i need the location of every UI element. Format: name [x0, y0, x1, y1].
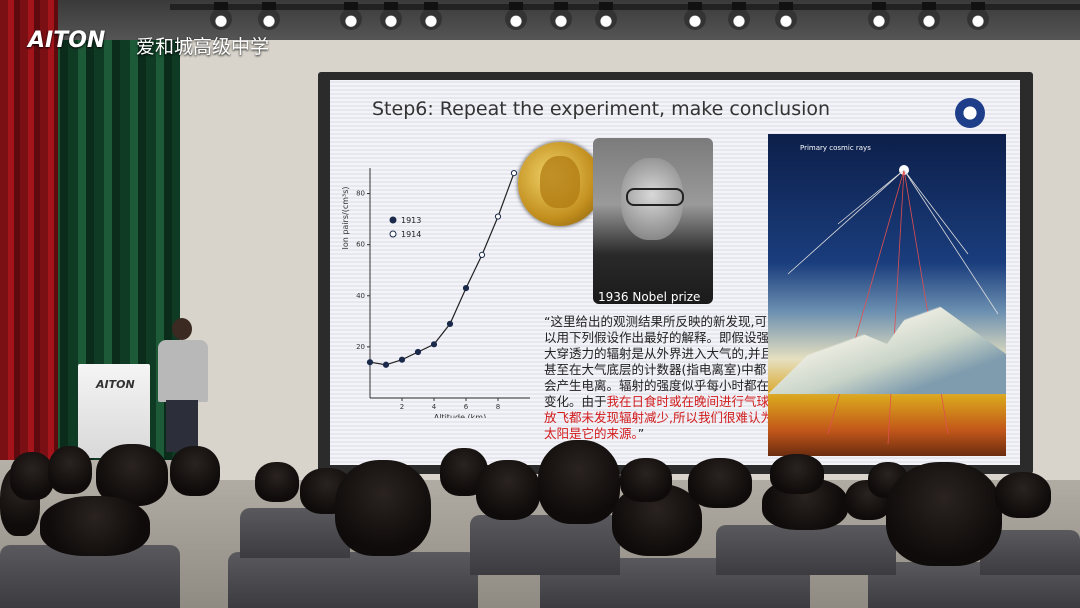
stage-light — [340, 2, 362, 30]
audience-head — [40, 496, 150, 556]
audience-head — [170, 446, 220, 496]
legend-marker-1914 — [389, 230, 397, 238]
audience-head — [620, 458, 672, 502]
audience-head — [48, 446, 92, 494]
seat — [228, 552, 478, 608]
emblem-icon — [955, 98, 985, 128]
audience-head — [96, 444, 168, 506]
quote-highlight: 我在日食时或在晚间进行气球放飞都未发现辐射减少,所以我们很难认为太阳是它的来源。 — [544, 394, 773, 441]
cosmic-ray-shower-image: Primary cosmic rays — [768, 134, 1006, 456]
stage-light — [505, 2, 527, 30]
y-axis-label: Ion pairs/(cm³s) — [341, 186, 350, 249]
chart-legend: 1913 1914 — [389, 216, 421, 239]
legend-marker-1913 — [389, 216, 397, 224]
glasses-icon — [626, 188, 684, 206]
audience-head — [10, 452, 54, 500]
data-point-1913 — [414, 348, 422, 356]
seat — [716, 525, 896, 575]
red-curtain — [0, 0, 58, 460]
audience-head — [688, 458, 752, 508]
school-logo: AITON — [28, 28, 106, 53]
hess-quote: “这里给出的观测结果所反映的新发现,可以用下列假设作出最好的解释。即假设强大穿透… — [544, 314, 774, 442]
stage-light — [684, 2, 706, 30]
x-tick-label: 8 — [496, 403, 500, 411]
x-tick-label: 4 — [432, 403, 437, 411]
data-point-1913 — [446, 320, 454, 327]
podium-logo: AITON — [96, 378, 135, 391]
quote-end: ” — [637, 426, 645, 441]
speaker-torso — [158, 340, 208, 402]
data-point-1914 — [494, 213, 502, 220]
y-tick-label: 20 — [356, 343, 365, 351]
stage-light — [550, 2, 572, 30]
stage-light — [210, 2, 232, 30]
y-tick-label: 40 — [356, 292, 365, 300]
shower-lines — [787, 165, 999, 445]
data-point-1913 — [462, 285, 470, 292]
projection-slide: Step6: Repeat the experiment, make concl… — [330, 80, 1020, 465]
x-axis-label: Altitude (km) — [434, 413, 486, 418]
hess-portrait — [593, 138, 713, 304]
audience-head — [255, 462, 299, 502]
stage-light — [595, 2, 617, 30]
cosmic-ray-label: Primary cosmic rays — [800, 144, 871, 152]
data-point-1913 — [382, 361, 390, 368]
seat — [470, 515, 620, 575]
audience-head — [538, 440, 620, 524]
audience-head — [335, 460, 431, 556]
chart-ticks: 2 4 6 8 20 40 60 80 — [356, 190, 500, 411]
stage-light — [868, 2, 890, 30]
chart-axes — [369, 168, 530, 399]
speaker-head — [172, 318, 192, 340]
ionization-chart: 2 4 6 8 20 40 60 80 1913 1914 Altitude (km) Ion … — [341, 168, 530, 418]
trend-curve — [369, 172, 515, 366]
quote-text: “这里给出的观测结果所反映的新发现,可以用下列假设作出最好的解释。即假设强大穿透… — [544, 314, 773, 409]
lighting-truss — [170, 4, 1080, 10]
podium: AITON — [78, 364, 150, 458]
data-point-1913 — [366, 359, 374, 366]
x-tick-label: 2 — [400, 403, 404, 411]
legend-label-1913: 1913 — [401, 216, 421, 225]
slide-title: Step6: Repeat the experiment, make concl… — [372, 98, 831, 120]
stage-light — [775, 2, 797, 30]
audience-head — [476, 460, 540, 520]
legend-label-1914: 1914 — [401, 230, 421, 239]
stage-light — [967, 2, 989, 30]
speaker-legs — [166, 400, 198, 452]
stage-light — [420, 2, 442, 30]
audience-head — [886, 462, 1002, 566]
audience — [0, 440, 1080, 608]
chart-points — [366, 170, 518, 368]
y-tick-label: 60 — [356, 241, 365, 249]
x-tick-label: 6 — [464, 403, 469, 411]
speaker — [150, 318, 214, 452]
data-point-1913 — [398, 356, 406, 363]
y-tick-label: 80 — [356, 190, 365, 198]
stage-light — [380, 2, 402, 30]
stage-light — [918, 2, 940, 30]
stage-light — [728, 2, 750, 30]
portrait-caption: 1936 Nobel prize — [598, 290, 701, 304]
data-point-1913 — [430, 341, 438, 348]
school-name: 爱和城高级中学 — [136, 36, 270, 58]
audience-head — [770, 454, 824, 494]
data-point-1914 — [510, 170, 518, 177]
audience-head — [995, 472, 1051, 518]
stage-light — [258, 2, 280, 30]
data-point-1914 — [478, 251, 486, 258]
nobel-medal — [518, 142, 602, 226]
seat — [240, 508, 350, 558]
